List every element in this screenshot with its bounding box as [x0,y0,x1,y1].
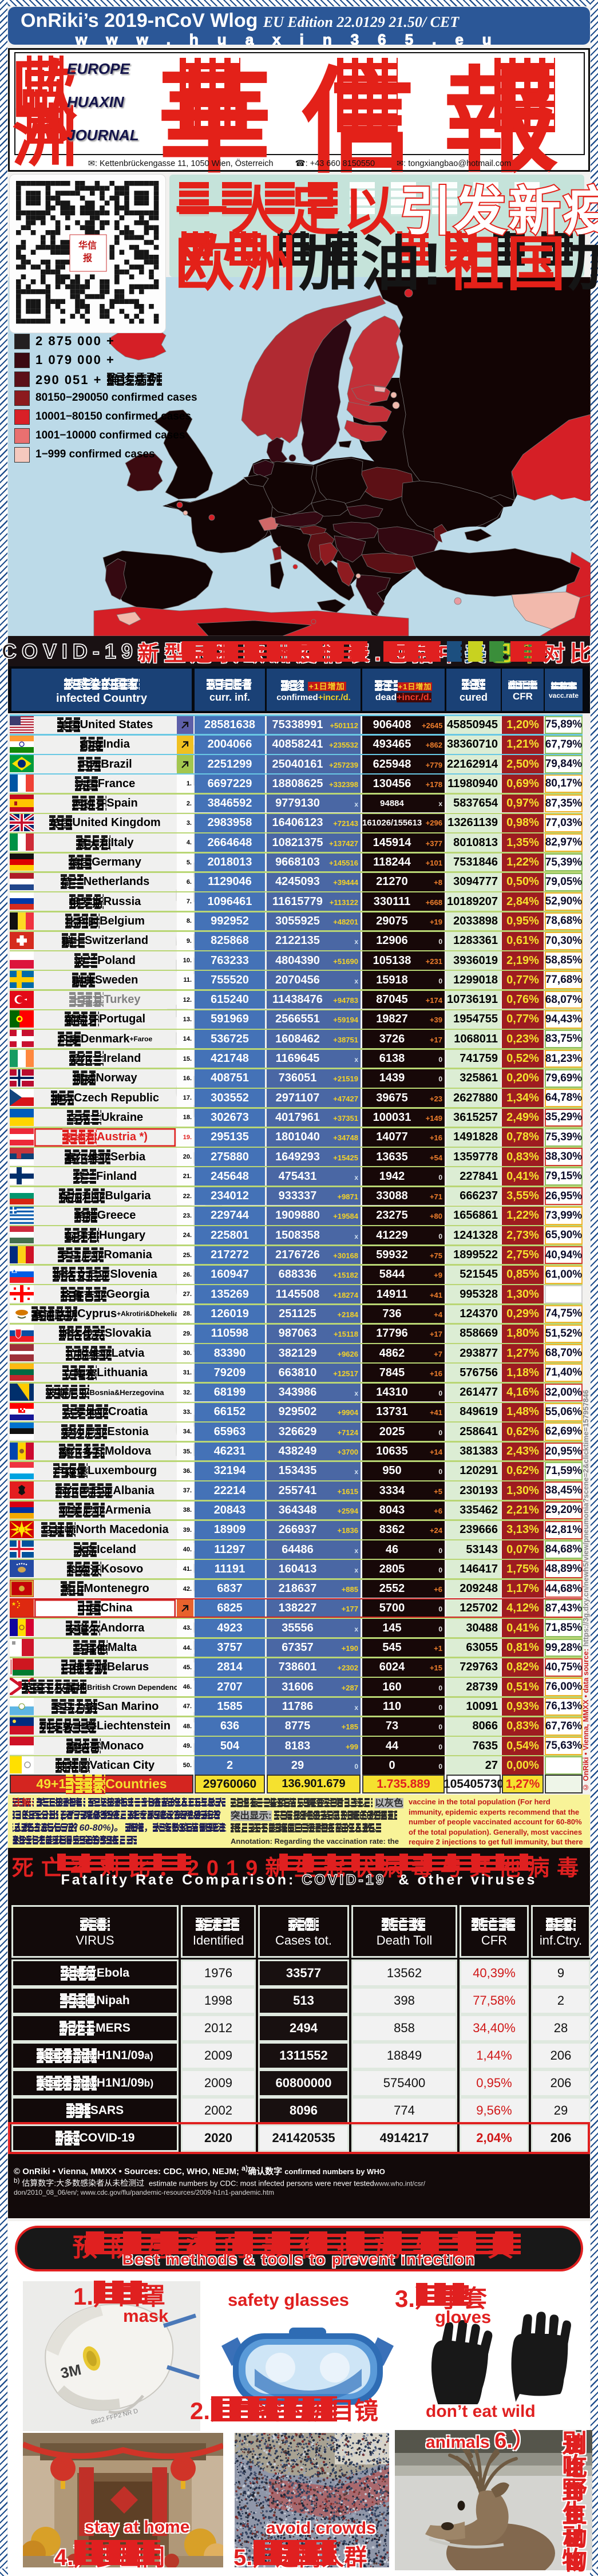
svg-text:华信: 华信 [78,240,97,251]
svg-text:报: 报 [83,252,92,263]
svg-text:3M: 3M [59,2361,83,2382]
